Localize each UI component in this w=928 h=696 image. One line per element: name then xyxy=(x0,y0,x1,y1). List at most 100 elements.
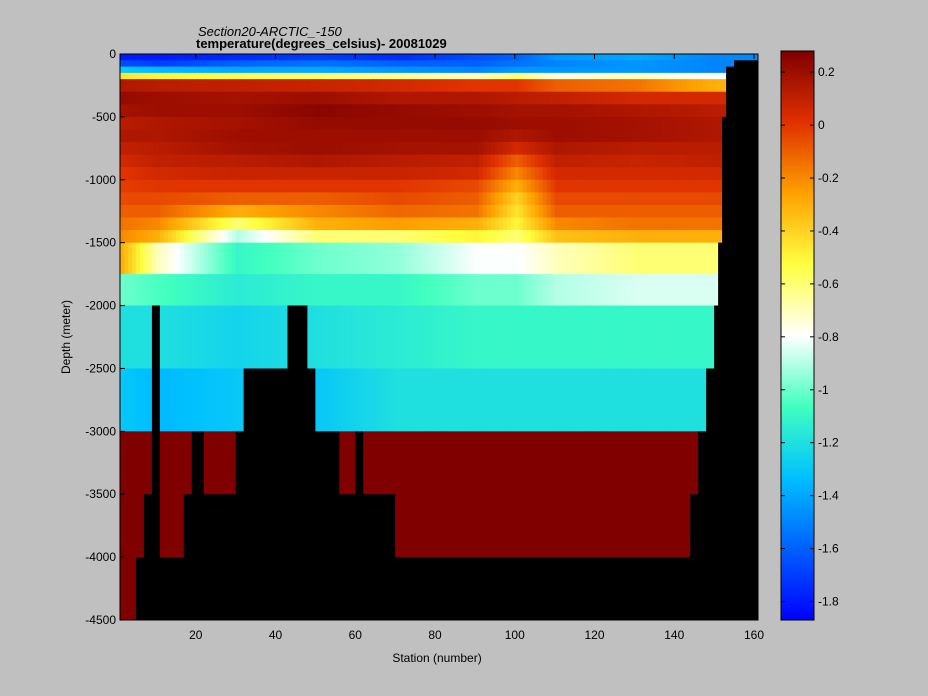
heatmap-cell xyxy=(191,274,197,307)
heatmap-cell xyxy=(474,142,480,156)
heatmap-cell xyxy=(120,129,125,143)
heatmap-cell xyxy=(542,129,548,143)
heatmap-cell xyxy=(219,104,225,118)
heatmap-cell xyxy=(387,217,392,231)
heatmap-cell xyxy=(642,179,647,193)
heatmap-cell xyxy=(231,116,237,131)
heatmap-cell xyxy=(383,154,388,168)
heatmap-cell xyxy=(179,230,185,244)
heatmap-cell xyxy=(462,60,468,68)
heatmap-cell xyxy=(127,305,133,370)
heatmap-cell xyxy=(199,66,205,74)
heatmap-cell xyxy=(191,129,197,143)
heatmap-cell xyxy=(442,154,448,168)
heatmap-cell xyxy=(123,192,129,206)
heatmap-cell xyxy=(415,54,420,61)
heatmap-cell xyxy=(307,167,312,181)
heatmap-cell xyxy=(167,305,173,370)
heatmap-cell xyxy=(147,154,153,168)
heatmap-cell xyxy=(287,116,293,131)
heatmap-cell xyxy=(375,368,380,432)
y-tick-label: 0 xyxy=(109,47,116,61)
heatmap-cell xyxy=(614,142,620,156)
heatmap-cell xyxy=(167,142,173,156)
heatmap-cell xyxy=(207,179,213,193)
heatmap-cell xyxy=(546,305,552,370)
heatmap-cell xyxy=(271,305,277,370)
heatmap-cell xyxy=(690,274,695,307)
heatmap-cell xyxy=(446,242,452,275)
heatmap-cell xyxy=(706,142,711,156)
heatmap-cell xyxy=(522,79,528,93)
heatmap-cell xyxy=(630,179,635,193)
heatmap-cell xyxy=(582,494,588,558)
heatmap-cell xyxy=(411,116,416,131)
heatmap-cell xyxy=(554,79,560,93)
heatmap-cell xyxy=(514,116,520,131)
heatmap-cell xyxy=(223,217,229,231)
heatmap-cell xyxy=(227,116,233,131)
heatmap-cell xyxy=(690,91,695,105)
heatmap-cell xyxy=(311,192,316,206)
heatmap-cell xyxy=(654,305,659,370)
heatmap-cell xyxy=(319,116,324,131)
heatmap-cell xyxy=(514,91,520,105)
heatmap-cell xyxy=(120,217,125,231)
heatmap-cell xyxy=(598,72,604,80)
heatmap-cell xyxy=(490,217,496,231)
heatmap-cell xyxy=(131,66,137,74)
heatmap-cell xyxy=(522,104,528,118)
heatmap-cell xyxy=(662,79,667,93)
heatmap-cell xyxy=(462,274,468,307)
heatmap-cell xyxy=(403,79,408,93)
heatmap-cell xyxy=(151,116,157,131)
heatmap-cell xyxy=(291,154,297,168)
heatmap-cell xyxy=(147,274,153,307)
heatmap-cell xyxy=(474,192,480,206)
heatmap-cell xyxy=(311,72,316,80)
heatmap-cell xyxy=(279,116,285,131)
heatmap-cell xyxy=(120,368,125,432)
heatmap-cell xyxy=(371,242,376,275)
heatmap-cell xyxy=(634,116,639,131)
heatmap-cell xyxy=(343,60,348,68)
heatmap-cell xyxy=(163,242,169,275)
heatmap-cell xyxy=(614,129,620,143)
heatmap-cell xyxy=(694,368,699,432)
heatmap-cell xyxy=(678,104,683,118)
heatmap-cell xyxy=(606,104,612,118)
heatmap-cell xyxy=(303,142,309,156)
heatmap-cell xyxy=(514,431,520,495)
heatmap-cell xyxy=(618,179,624,193)
heatmap-cell xyxy=(311,129,316,143)
heatmap-cell xyxy=(490,72,496,80)
heatmap-cell xyxy=(570,179,576,193)
heatmap-cell xyxy=(235,91,241,105)
heatmap-cell xyxy=(638,154,643,168)
heatmap-cell xyxy=(235,305,241,370)
heatmap-cell xyxy=(542,54,548,61)
heatmap-cell xyxy=(650,79,655,93)
heatmap-cell xyxy=(566,79,572,93)
heatmap-cell xyxy=(263,54,269,61)
heatmap-cell xyxy=(582,154,588,168)
heatmap-cell xyxy=(522,179,528,193)
heatmap-cell xyxy=(395,230,400,244)
heatmap-cell xyxy=(570,368,576,432)
heatmap-cell xyxy=(718,192,723,206)
heatmap-cell xyxy=(247,72,253,80)
heatmap-cell xyxy=(542,60,548,68)
heatmap-cell xyxy=(271,66,277,74)
heatmap-cell xyxy=(546,368,552,432)
heatmap-cell xyxy=(506,274,512,307)
heatmap-cell xyxy=(159,91,165,105)
heatmap-cell xyxy=(135,142,141,156)
heatmap-cell xyxy=(470,368,476,432)
heatmap-cell xyxy=(474,179,480,193)
heatmap-cell xyxy=(518,167,524,181)
heatmap-cell xyxy=(351,431,356,495)
heatmap-cell xyxy=(319,104,324,118)
heatmap-cell xyxy=(486,230,492,244)
heatmap-cell xyxy=(582,54,588,61)
heatmap-cell xyxy=(658,494,663,558)
